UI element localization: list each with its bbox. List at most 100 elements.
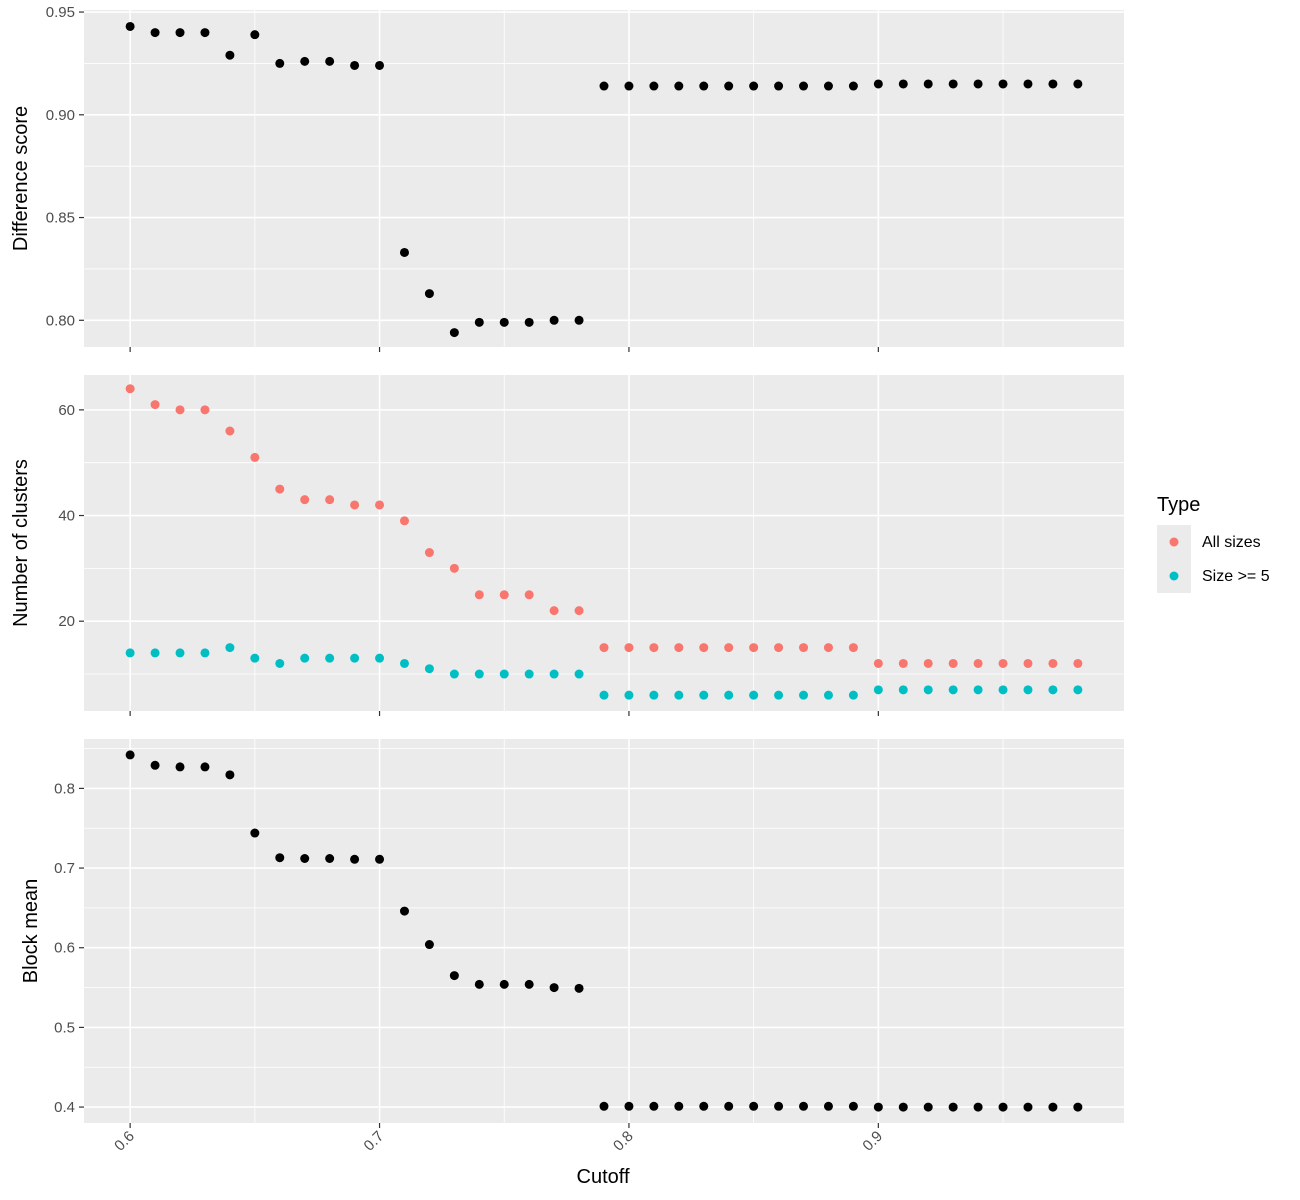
data-point (848, 690, 858, 700)
data-point (200, 648, 210, 658)
data-point (649, 690, 659, 700)
y-tick-label: 60 (58, 402, 75, 419)
y-tick-label: 20 (58, 613, 75, 630)
data-point (499, 317, 509, 327)
data-point (225, 770, 235, 780)
y-tick-label: 0.7 (54, 860, 75, 877)
data-point (1073, 1102, 1083, 1112)
data-point (724, 690, 734, 700)
data-point (948, 685, 958, 695)
data-point (375, 500, 385, 510)
data-point (674, 1101, 684, 1111)
data-point (474, 317, 484, 327)
legend-marker (1169, 571, 1179, 581)
data-point (250, 452, 260, 462)
data-point (399, 247, 409, 257)
series-1 (125, 384, 1083, 668)
data-point (873, 1102, 883, 1112)
data-point (150, 400, 160, 410)
data-point (624, 81, 634, 91)
data-point (424, 940, 434, 950)
data-point (774, 1101, 784, 1111)
data-point (923, 1102, 933, 1112)
x-tick-label: 0.9 (859, 1128, 886, 1155)
data-point (225, 50, 235, 60)
x-tick-labels: 0.6 0.7 0.8 0.9 (111, 1128, 886, 1155)
data-point (549, 315, 559, 325)
data-point (424, 548, 434, 558)
data-point (848, 643, 858, 653)
data-point (823, 81, 833, 91)
y-axis-title: Number of clusters (10, 459, 32, 627)
data-point (1023, 79, 1033, 89)
data-point (774, 690, 784, 700)
data-point (823, 1101, 833, 1111)
data-point (325, 653, 335, 663)
data-point (973, 685, 983, 695)
panels: 0.80 0.85 0.90 0.95 Difference score 20 40 60 Nu… (10, 4, 1124, 1155)
data-point (699, 643, 709, 653)
data-point (399, 658, 409, 668)
data-point (125, 384, 135, 394)
data-point (873, 658, 883, 668)
x-tick-label: 0.8 (610, 1128, 637, 1155)
data-point (774, 643, 784, 653)
data-point (275, 484, 285, 494)
data-point (524, 669, 534, 679)
data-point (175, 648, 185, 658)
data-point (350, 500, 360, 510)
legend-label: Size >= 5 (1202, 568, 1270, 585)
data-point (200, 405, 210, 415)
data-point (300, 495, 310, 505)
data-point (599, 81, 609, 91)
data-point (399, 516, 409, 526)
data-point (1073, 79, 1083, 89)
data-point (799, 690, 809, 700)
data-point (649, 81, 659, 91)
data-point (399, 906, 409, 916)
data-point (449, 328, 459, 338)
data-point (923, 79, 933, 89)
data-point (225, 426, 235, 436)
data-point (749, 1101, 759, 1111)
data-point (649, 1101, 659, 1111)
data-point (499, 590, 509, 600)
y-tick-label: 0.95 (46, 4, 75, 21)
data-point (699, 690, 709, 700)
data-point (624, 1101, 634, 1111)
y-tick-label: 0.90 (46, 107, 75, 124)
data-point (624, 643, 634, 653)
series-1 (125, 21, 1083, 338)
data-point (1073, 685, 1083, 695)
data-point (549, 983, 559, 993)
data-point (774, 81, 784, 91)
data-point (1023, 658, 1033, 668)
data-point (325, 56, 335, 66)
data-point (599, 643, 609, 653)
data-point (1048, 1102, 1058, 1112)
data-point (375, 653, 385, 663)
data-point (898, 685, 908, 695)
data-point (474, 979, 484, 989)
data-point (1048, 685, 1058, 695)
data-point (175, 762, 185, 772)
data-point (424, 664, 434, 674)
data-point (375, 854, 385, 864)
data-point (574, 669, 584, 679)
data-point (200, 762, 210, 772)
y-tick-label: 0.8 (54, 780, 75, 797)
data-point (524, 317, 534, 327)
data-point (200, 28, 210, 38)
data-point (724, 81, 734, 91)
data-point (574, 315, 584, 325)
data-point (973, 1102, 983, 1112)
panel-1: 0.80 0.85 0.90 0.95 Difference score (10, 4, 1124, 352)
data-point (574, 983, 584, 993)
y-axis-title: Difference score (10, 106, 32, 251)
y-tick-label: 0.80 (46, 312, 75, 329)
data-point (524, 979, 534, 989)
data-point (449, 669, 459, 679)
data-point (998, 79, 1008, 89)
data-point (424, 289, 434, 299)
data-point (799, 1101, 809, 1111)
